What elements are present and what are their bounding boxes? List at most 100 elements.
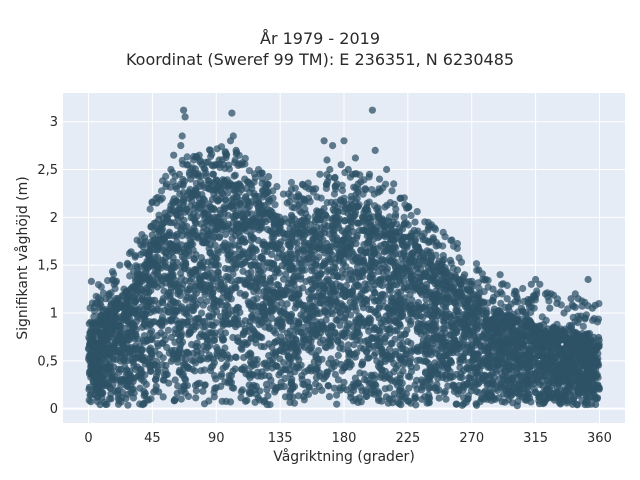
data-point xyxy=(406,320,415,328)
data-point xyxy=(269,229,277,238)
data-point xyxy=(474,388,483,396)
data-point xyxy=(377,275,385,283)
data-point xyxy=(293,239,301,247)
data-point xyxy=(319,336,327,344)
data-point xyxy=(153,267,161,275)
data-point xyxy=(178,220,186,228)
data-point xyxy=(381,357,389,365)
data-point xyxy=(168,347,176,355)
data-point xyxy=(411,381,419,389)
data-point xyxy=(323,239,331,248)
data-point xyxy=(291,304,299,312)
data-point xyxy=(289,322,297,330)
data-point xyxy=(166,281,174,289)
data-point xyxy=(524,383,532,391)
data-point xyxy=(221,344,229,352)
data-point xyxy=(283,300,291,308)
data-point xyxy=(595,384,603,392)
data-point xyxy=(340,378,348,386)
data-point xyxy=(333,400,341,408)
data-point xyxy=(114,346,122,354)
data-point xyxy=(316,240,324,248)
data-point xyxy=(179,280,187,288)
data-point xyxy=(298,217,306,225)
data-point xyxy=(131,298,139,306)
data-point xyxy=(498,325,506,333)
data-point xyxy=(183,206,191,214)
data-point xyxy=(232,353,240,362)
data-point xyxy=(265,264,273,272)
data-point xyxy=(220,217,228,225)
data-point xyxy=(189,349,197,357)
data-point xyxy=(583,393,591,401)
data-point xyxy=(330,272,338,280)
data-point xyxy=(210,388,218,396)
data-point xyxy=(425,394,434,402)
data-point xyxy=(178,232,186,240)
data-point xyxy=(312,353,320,361)
data-point xyxy=(275,315,283,324)
data-point xyxy=(237,388,245,396)
data-point xyxy=(333,240,342,248)
data-point xyxy=(495,350,503,358)
data-point xyxy=(261,280,269,288)
data-point xyxy=(403,267,411,275)
data-point xyxy=(542,328,550,337)
data-point xyxy=(247,237,255,245)
data-point xyxy=(274,337,282,345)
data-point xyxy=(391,327,399,335)
data-point xyxy=(197,254,205,262)
data-point xyxy=(320,285,328,293)
data-point xyxy=(193,343,201,351)
chart-title: År 1979 - 2019 xyxy=(260,29,380,48)
data-point xyxy=(247,388,255,397)
data-point xyxy=(115,328,123,336)
data-point xyxy=(164,243,172,252)
data-point xyxy=(97,333,105,341)
data-point xyxy=(205,273,213,281)
data-point xyxy=(555,379,564,387)
data-point xyxy=(515,379,524,388)
data-point xyxy=(197,259,205,268)
data-point xyxy=(434,341,442,349)
data-point xyxy=(205,397,213,405)
data-point xyxy=(253,223,261,231)
data-point xyxy=(236,276,244,284)
data-point xyxy=(174,290,182,298)
data-point xyxy=(383,264,391,272)
data-point xyxy=(386,384,394,392)
data-point xyxy=(466,379,474,387)
data-point xyxy=(230,384,238,392)
data-point xyxy=(387,287,395,295)
data-point xyxy=(340,316,348,324)
data-point xyxy=(288,361,296,369)
data-point xyxy=(472,365,480,373)
data-point xyxy=(409,249,417,257)
data-point xyxy=(461,319,469,328)
data-point xyxy=(142,380,150,388)
data-point xyxy=(399,388,407,396)
data-point xyxy=(291,351,299,359)
data-point xyxy=(181,376,190,384)
data-point xyxy=(509,328,517,336)
data-point xyxy=(430,384,438,392)
data-point xyxy=(393,381,401,389)
data-point xyxy=(106,333,114,341)
data-point xyxy=(225,241,233,249)
data-point xyxy=(318,292,326,300)
data-point xyxy=(243,396,251,404)
data-point xyxy=(556,384,564,392)
data-point xyxy=(353,281,361,289)
data-point xyxy=(325,393,333,401)
data-point xyxy=(227,248,235,257)
data-point xyxy=(551,339,559,347)
data-point xyxy=(392,250,400,258)
data-point xyxy=(276,355,284,363)
data-point xyxy=(214,268,222,276)
data-point xyxy=(407,368,416,376)
data-point xyxy=(231,280,239,288)
data-point xyxy=(123,309,131,317)
data-point xyxy=(367,252,376,261)
data-point xyxy=(362,297,371,305)
chart-subtitle: Koordinat (Sweref 99 TM): E 236351, N 62… xyxy=(125,50,515,69)
